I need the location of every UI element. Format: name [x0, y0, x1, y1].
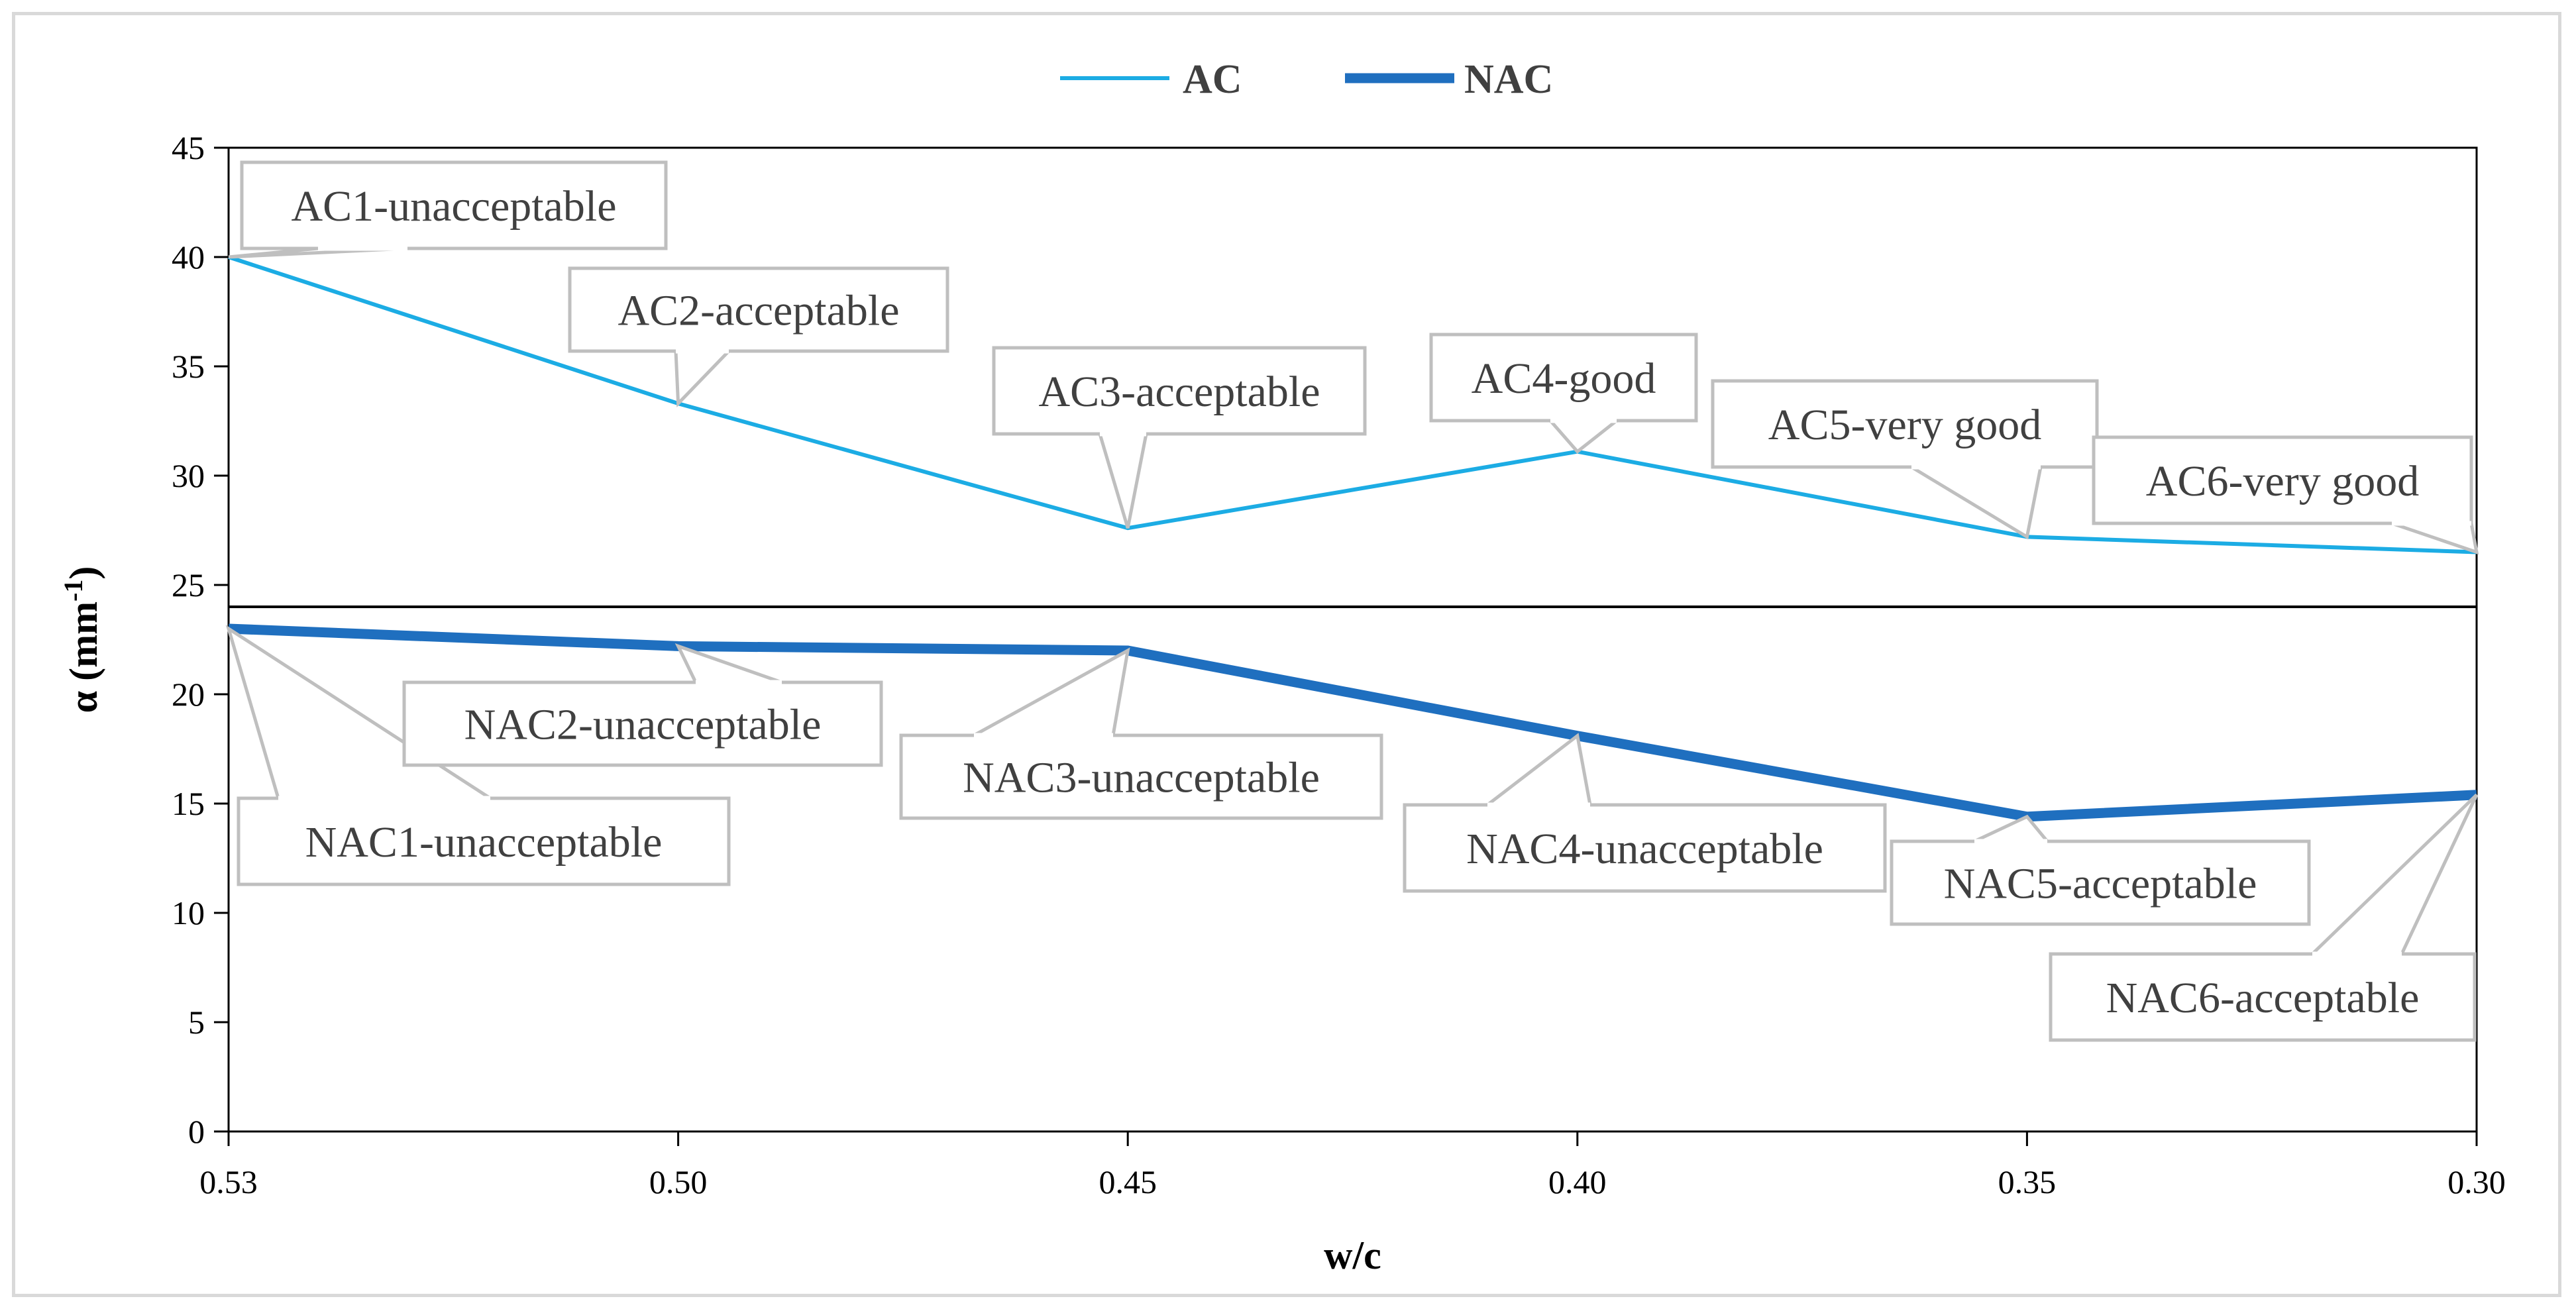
callout-box [2049, 952, 2477, 1042]
callout-label: AC6-very good [2146, 457, 2419, 505]
callout-ac4: AC4-good [1429, 333, 1698, 454]
callout-ac6: AC6-very good [2092, 435, 2479, 555]
legend-item-ac: AC [1060, 57, 1242, 102]
y-tick-label: 30 [172, 457, 205, 494]
callout-label: NAC3-unacceptable [963, 754, 1320, 802]
y-tick-label: 10 [172, 894, 205, 931]
legend-label: NAC [1464, 57, 1553, 102]
callout-nac3: NAC3-unacceptable [899, 647, 1383, 820]
callout-pointer [674, 349, 733, 408]
callout-pointer [1097, 432, 1149, 529]
y-tick-label: 0 [188, 1113, 205, 1150]
y-axis-title-close: ) [62, 566, 105, 580]
x-tick-label: 0.35 [1998, 1163, 2057, 1200]
y-tick-label: 20 [172, 676, 205, 713]
callout-box [2092, 435, 2473, 525]
x-axis-title: w/c [1324, 1234, 1381, 1277]
y-tick-label: 35 [172, 348, 205, 385]
callout-label: NAC6-acceptable [2106, 974, 2420, 1022]
y-tick-label: 45 [172, 129, 205, 166]
callout-ac5: AC5-very good [1711, 379, 2099, 540]
callout-box [568, 266, 949, 353]
callout-box [992, 346, 1367, 436]
callout-ac2: AC2-acceptable [568, 266, 949, 408]
callout-nac2: NAC2-unacceptable [402, 643, 883, 767]
callout-box [1711, 379, 2099, 469]
y-axis-title-base: α (mm [62, 602, 105, 713]
callout-ac3: AC3-acceptable [992, 346, 1367, 529]
y-tick-label: 25 [172, 566, 205, 604]
x-tick-label: 0.40 [1548, 1163, 1607, 1200]
y-axis-title-sup: -1 [58, 580, 88, 602]
callout-nac6: NAC6-acceptable [2049, 794, 2479, 1042]
callout-nac5: NAC5-acceptable [1890, 814, 2311, 926]
callout-label: AC2-acceptable [617, 287, 899, 335]
callout-box [899, 733, 1383, 820]
callout-nac1: NAC1-unacceptable [225, 625, 731, 886]
callout-pointer [1482, 733, 1593, 807]
callout-label: NAC5-acceptable [1944, 860, 2257, 908]
legend-label: AC [1183, 57, 1242, 102]
callout-box [402, 680, 883, 767]
callout-label: AC5-very good [1768, 401, 2041, 449]
x-tick-label: 0.45 [1099, 1163, 1157, 1200]
legend: AC NAC [1060, 57, 1553, 102]
y-axis-title: α (mm-1) [58, 566, 106, 713]
callout-pointer [2308, 794, 2479, 956]
callout-box [1403, 803, 1887, 893]
callout-box [1429, 333, 1698, 423]
callout-box [1890, 839, 2311, 926]
callout-pointer [1546, 419, 1622, 454]
x-tick-label: 0.53 [199, 1163, 258, 1200]
data-callouts: AC1-unacceptable AC2-acceptable AC3-accept… [225, 160, 2479, 1042]
callout-label: NAC1-unacceptable [305, 818, 663, 867]
callout-label: AC1-unacceptable [291, 182, 616, 231]
y-tick-label: 15 [172, 785, 205, 822]
y-tick-label: 40 [172, 238, 205, 276]
axes: 0 5 10 15 20 25 30 35 40 45 0.53 0.50 0.45 0.40 0.35 0.… [58, 129, 2506, 1277]
x-tick-label: 0.30 [2447, 1163, 2506, 1200]
series-lines [228, 255, 2477, 822]
callout-label: AC3-acceptable [1038, 368, 1320, 416]
series-line-nac [228, 623, 2477, 822]
y-tick-label: 5 [188, 1004, 205, 1041]
plot-frame [227, 146, 2478, 1133]
plot-area-border [227, 146, 2478, 1133]
callout-label: AC4-good [1472, 354, 1656, 403]
callout-label: NAC4-unacceptable [1466, 825, 1823, 873]
series-line-ac [228, 255, 2477, 554]
legend-item-nac: NAC [1345, 57, 1553, 102]
callout-nac4: NAC4-unacceptable [1403, 733, 1887, 893]
callout-box [237, 796, 731, 886]
callout-label: NAC2-unacceptable [464, 701, 822, 749]
callout-pointer [973, 647, 1130, 737]
callout-box [240, 160, 668, 250]
callout-ac1: AC1-unacceptable [228, 160, 668, 259]
x-tick-label: 0.50 [649, 1163, 708, 1200]
